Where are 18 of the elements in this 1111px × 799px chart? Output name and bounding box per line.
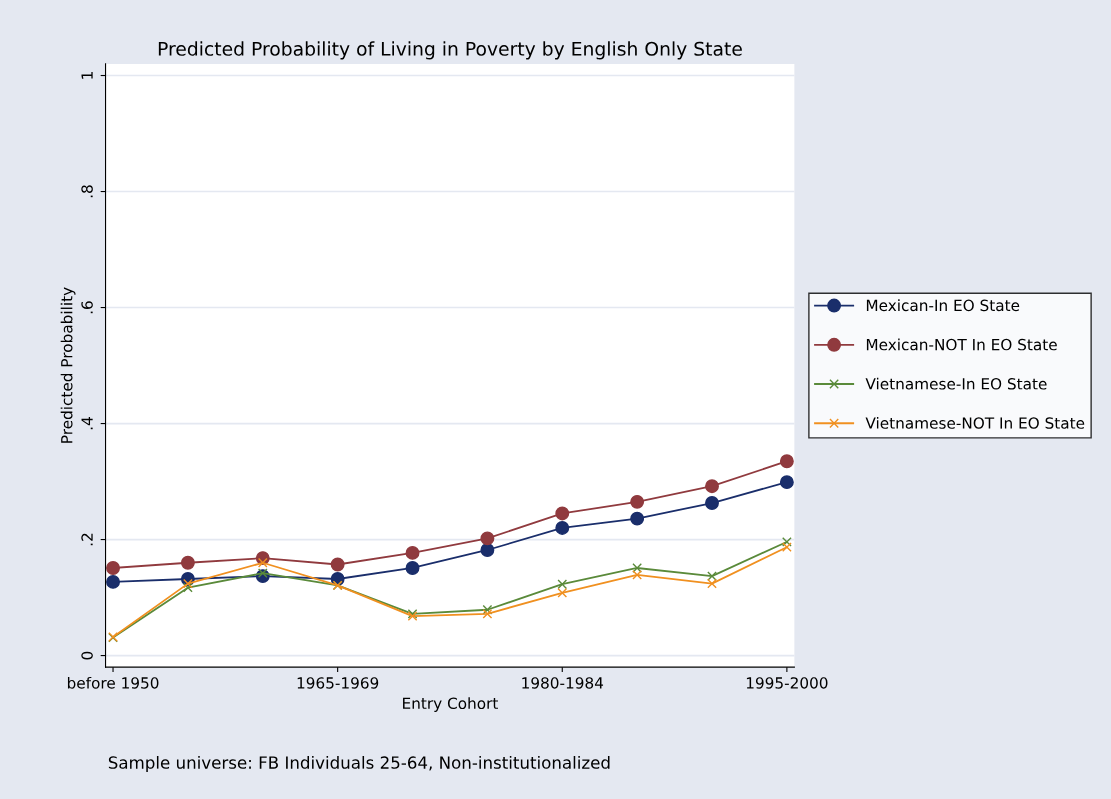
y-tick-label: 0 — [81, 651, 93, 660]
x-tick-label: before 1950 — [67, 676, 159, 689]
legend-label: Mexican-NOT In EO State — [866, 338, 1057, 351]
y-tick-label: .2 — [81, 533, 93, 546]
chart-title: Predicted Probability of Living in Poverty by English Only State — [158, 41, 742, 60]
y-tick-label: .8 — [81, 185, 93, 198]
legend-label: Mexican-In EO State — [866, 299, 1020, 312]
legend-label: Vietnamese-NOT In EO State — [865, 417, 1085, 429]
y-tick-label: 1 — [81, 72, 93, 79]
x-axis-title: Entry Cohort — [403, 697, 498, 713]
legend-label: Vietnamese-In EO State — [865, 377, 1047, 390]
x-tick-label: 1980-1984 — [522, 677, 604, 689]
y-tick-label: .4 — [81, 417, 93, 430]
y-axis-title: Predicted Probability — [60, 287, 76, 443]
x-tick-label: 1965-1969 — [297, 677, 379, 689]
x-tick-label: 1995-2000 — [746, 677, 828, 689]
text: Sample universe: FB Individuals 25-64, Non-institutionalized — [108, 755, 610, 773]
y-tick-label: .6 — [81, 301, 93, 314]
